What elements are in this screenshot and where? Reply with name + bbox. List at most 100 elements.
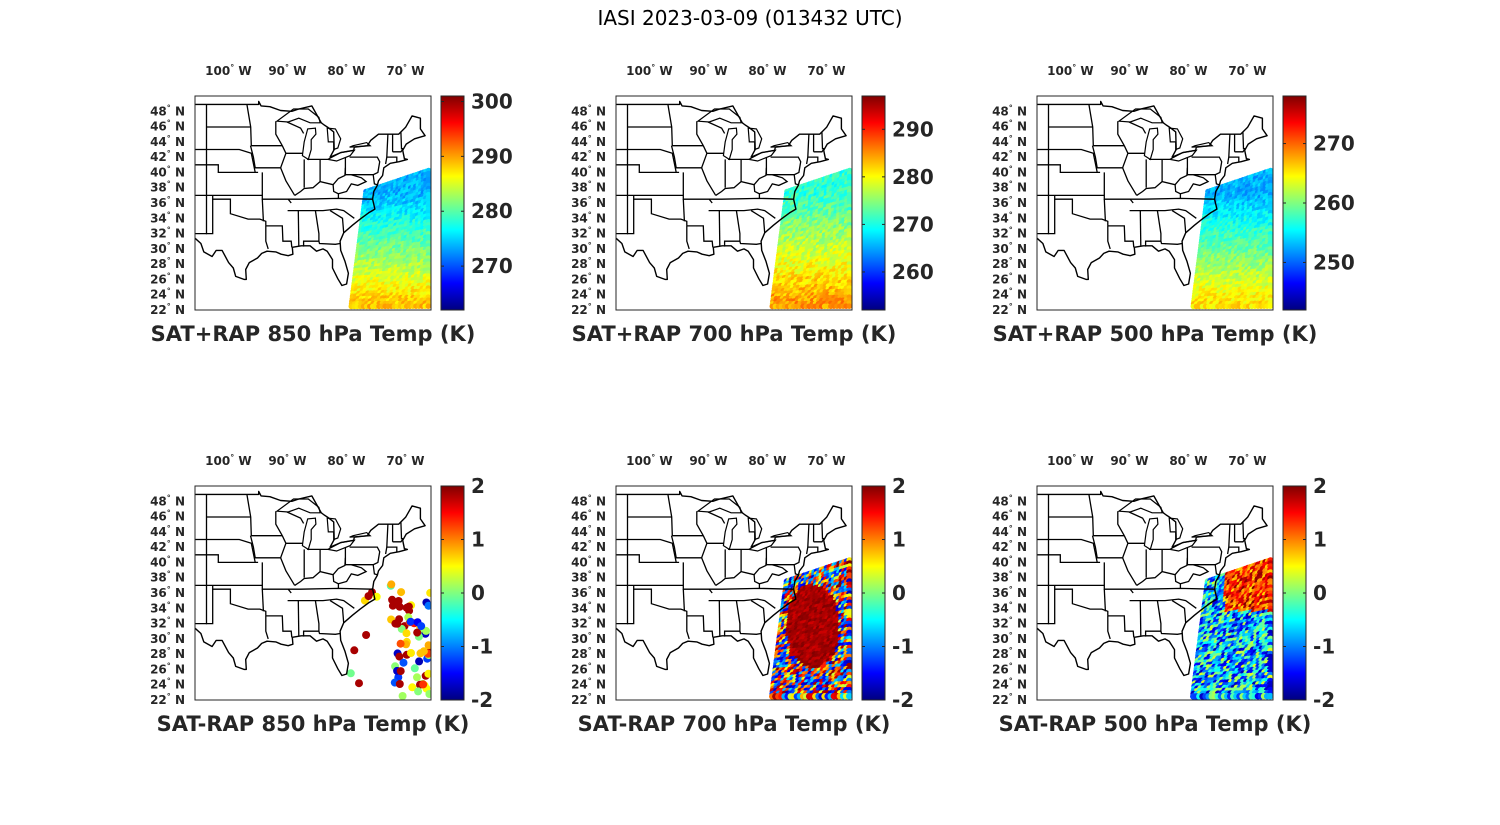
lat-tick-label: 44° N [150, 524, 185, 539]
obs-point [425, 690, 431, 698]
map-850-diff: 100° W 90° W 80° W 70° W48° N46° N44° N42° … [150, 453, 493, 736]
lat-tick-label: 48° N [150, 103, 185, 118]
obs-point [424, 641, 431, 650]
colorbar-tick-label: -2 [471, 688, 493, 712]
lat-tick-label: 36° N [571, 585, 606, 600]
colorbar-tick-label: 1 [471, 528, 485, 552]
lat-tick-label: 22° N [150, 692, 185, 707]
lat-tick-label: 48° N [571, 493, 606, 508]
lat-tick-label: 26° N [571, 661, 606, 676]
lon-tick-label: 90° W [689, 63, 727, 78]
lat-tick-label: 26° N [571, 271, 606, 286]
lon-tick-label: 100° W [205, 63, 251, 78]
lon-tick-label: 90° W [689, 453, 727, 468]
lat-tick-label: 46° N [571, 509, 606, 524]
lat-tick-label: 34° N [150, 600, 185, 615]
map-850-sum: 100° W 90° W 80° W 70° W48° N46° N44° N42° … [150, 63, 513, 346]
us-state-outline [1036, 100, 1268, 287]
panel-title: SAT+RAP 850 hPa Temp (K) [151, 322, 476, 346]
colorbar [440, 485, 465, 701]
lon-tick-label: 70° W [1228, 63, 1266, 78]
obs-point [415, 657, 424, 666]
obs-point [396, 639, 405, 648]
lat-tick-label: 32° N [571, 226, 606, 241]
lon-tick-label: 80° W [748, 453, 786, 468]
obs-point [410, 664, 419, 673]
lon-tick-label: 100° W [205, 453, 251, 468]
lat-tick-label: 32° N [150, 226, 185, 241]
obs-point [388, 595, 397, 604]
lat-tick-label: 30° N [150, 631, 185, 646]
lat-tick-label: 24° N [150, 677, 185, 692]
colorbar-tick-label: 260 [1313, 191, 1355, 215]
lat-tick-label: 32° N [571, 616, 606, 631]
us-state-outline [194, 490, 426, 677]
lon-tick-label: 100° W [626, 453, 672, 468]
panel-sat-rap-700: 100° W 90° W 80° W 70° W 48° N 46° N 44° N 42° … [546, 58, 966, 378]
lon-tick-label: 80° W [327, 63, 365, 78]
obs-point [846, 692, 852, 700]
lat-tick-label: 34° N [992, 210, 1027, 225]
lat-tick-label: 46° N [992, 119, 1027, 134]
map-500-sum: 100° W 90° W 80° W 70° W48° N46° N44° N42° … [992, 63, 1355, 346]
colorbar-tick-label: 0 [471, 581, 485, 605]
lat-tick-label: 38° N [571, 570, 606, 585]
obs-point [399, 658, 408, 667]
lon-tick-label: 90° W [268, 453, 306, 468]
obs-point [396, 667, 405, 676]
lat-tick-label: 42° N [992, 149, 1027, 164]
lat-tick-label: 26° N [150, 661, 185, 676]
lat-tick-label: 38° N [150, 180, 185, 195]
map-frame [194, 485, 432, 701]
lat-tick-label: 36° N [150, 585, 185, 600]
us-state-outline [615, 490, 847, 677]
obs-point [406, 617, 415, 626]
map-700-diff: 100° W 90° W 80° W 70° W48° N46° N44° N42° … [571, 453, 914, 736]
obs-point [425, 303, 431, 309]
satellite-obs [346, 580, 431, 700]
obs-point [397, 588, 406, 597]
colorbar-tick-label: 2 [471, 474, 485, 498]
lon-tick-label: 70° W [807, 63, 845, 78]
obs-point [388, 601, 397, 610]
lon-tick-label: 70° W [807, 453, 845, 468]
obs-point [350, 646, 359, 655]
obs-point [417, 622, 426, 631]
lat-tick-label: 42° N [571, 149, 606, 164]
panel-title: SAT-RAP 850 hPa Temp (K) [157, 712, 470, 736]
lat-tick-label: 24° N [150, 287, 185, 302]
colorbar-tick-label: 270 [471, 254, 513, 278]
lat-tick-label: 40° N [150, 164, 185, 179]
lat-tick-label: 38° N [992, 180, 1027, 195]
obs-point [426, 588, 431, 597]
lat-tick-label: 22° N [992, 302, 1027, 317]
lat-tick-label: 42° N [571, 539, 606, 554]
colorbar-tick-label: 290 [892, 117, 934, 141]
colorbar-tick-label: 270 [1313, 132, 1355, 156]
obs-point [387, 580, 396, 589]
obs-point [402, 629, 411, 638]
lat-tick-label: 48° N [571, 103, 606, 118]
lat-tick-label: 28° N [150, 646, 185, 661]
obs-point [402, 603, 411, 612]
satellite-swath [769, 167, 852, 310]
lon-tick-label: 80° W [327, 453, 365, 468]
obs-point [414, 687, 423, 696]
colorbar [861, 95, 886, 311]
lat-tick-label: 28° N [571, 646, 606, 661]
obs-point [419, 680, 428, 689]
lat-tick-label: 48° N [150, 493, 185, 508]
panel-title: SAT+RAP 500 hPa Temp (K) [993, 322, 1318, 346]
lat-tick-label: 48° N [992, 103, 1027, 118]
map-frame [1036, 95, 1274, 311]
obs-point [395, 680, 404, 688]
lat-tick-label: 46° N [150, 509, 185, 524]
obs-point [846, 303, 852, 309]
lon-tick-label: 80° W [748, 63, 786, 78]
lat-tick-label: 34° N [571, 600, 606, 615]
lat-tick-label: 28° N [571, 256, 606, 271]
map-frame [194, 95, 432, 311]
panel-sat-minus-rap-850: 100° W 90° W 80° W 70° W 48° N 46° N 44° N 42° … [125, 448, 545, 768]
lat-tick-label: 24° N [571, 287, 606, 302]
colorbar [440, 95, 465, 311]
